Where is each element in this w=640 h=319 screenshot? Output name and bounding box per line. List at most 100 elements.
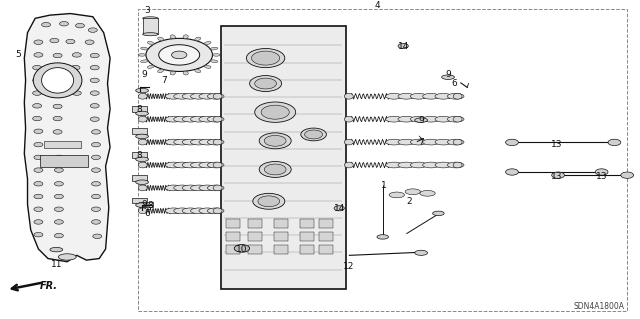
- Ellipse shape: [213, 139, 222, 145]
- Circle shape: [53, 130, 62, 134]
- Bar: [40, 155, 88, 167]
- Ellipse shape: [405, 189, 420, 195]
- Ellipse shape: [344, 162, 353, 168]
- Bar: [319, 232, 333, 241]
- Ellipse shape: [415, 118, 428, 122]
- Ellipse shape: [398, 162, 415, 168]
- Ellipse shape: [138, 139, 147, 145]
- Ellipse shape: [182, 162, 199, 168]
- Bar: [300, 232, 314, 241]
- Text: 13: 13: [551, 140, 563, 149]
- Ellipse shape: [173, 185, 190, 191]
- Bar: [274, 245, 288, 254]
- Text: 8: 8: [148, 201, 153, 210]
- Circle shape: [33, 65, 42, 70]
- Ellipse shape: [447, 162, 464, 168]
- Circle shape: [259, 133, 291, 149]
- Bar: [132, 175, 147, 181]
- Ellipse shape: [191, 93, 207, 99]
- Ellipse shape: [191, 116, 207, 122]
- Circle shape: [259, 161, 291, 177]
- Circle shape: [42, 22, 51, 27]
- Text: 10: 10: [236, 245, 248, 254]
- Circle shape: [52, 65, 61, 70]
- Circle shape: [54, 168, 63, 172]
- Circle shape: [34, 168, 43, 172]
- Ellipse shape: [398, 116, 415, 122]
- Ellipse shape: [213, 93, 222, 99]
- Text: 13: 13: [551, 172, 563, 181]
- Ellipse shape: [207, 139, 224, 145]
- Bar: [132, 129, 147, 134]
- Ellipse shape: [173, 208, 190, 214]
- Ellipse shape: [199, 139, 216, 145]
- Circle shape: [172, 51, 187, 59]
- Ellipse shape: [389, 192, 404, 198]
- Circle shape: [146, 38, 212, 71]
- Bar: [132, 198, 147, 204]
- Circle shape: [252, 51, 280, 65]
- Text: 4: 4: [375, 1, 380, 10]
- Bar: [274, 219, 288, 228]
- Ellipse shape: [410, 93, 427, 99]
- Ellipse shape: [213, 162, 222, 168]
- Polygon shape: [24, 13, 110, 262]
- Ellipse shape: [136, 157, 148, 161]
- Ellipse shape: [183, 71, 188, 75]
- Ellipse shape: [204, 41, 211, 45]
- Ellipse shape: [420, 190, 435, 196]
- Circle shape: [33, 91, 42, 95]
- Text: 8: 8: [137, 105, 142, 114]
- Ellipse shape: [506, 139, 518, 145]
- Ellipse shape: [213, 116, 222, 122]
- Ellipse shape: [398, 139, 415, 145]
- Ellipse shape: [410, 139, 427, 145]
- Ellipse shape: [422, 139, 439, 145]
- Bar: [226, 245, 240, 254]
- Bar: [319, 219, 333, 228]
- Text: 6: 6: [452, 79, 457, 88]
- Text: 9: 9: [141, 200, 147, 209]
- Ellipse shape: [141, 47, 148, 50]
- Ellipse shape: [170, 71, 175, 75]
- Text: 9: 9: [419, 115, 424, 125]
- Ellipse shape: [207, 208, 224, 214]
- Ellipse shape: [165, 185, 182, 191]
- Circle shape: [34, 182, 43, 186]
- Ellipse shape: [447, 93, 464, 99]
- Ellipse shape: [157, 37, 164, 41]
- Circle shape: [54, 155, 63, 160]
- Ellipse shape: [195, 69, 201, 73]
- Text: 1: 1: [381, 182, 387, 190]
- Ellipse shape: [182, 116, 199, 122]
- Ellipse shape: [386, 162, 403, 168]
- Text: 9: 9: [445, 70, 451, 79]
- Ellipse shape: [211, 60, 218, 63]
- Ellipse shape: [453, 93, 462, 99]
- Ellipse shape: [410, 162, 427, 168]
- Ellipse shape: [143, 17, 158, 20]
- Ellipse shape: [344, 139, 353, 145]
- Ellipse shape: [447, 139, 464, 145]
- Ellipse shape: [213, 185, 222, 191]
- Text: 2: 2: [407, 197, 412, 206]
- Circle shape: [159, 45, 200, 65]
- Ellipse shape: [165, 208, 182, 214]
- Circle shape: [88, 28, 97, 32]
- Circle shape: [92, 168, 100, 172]
- Ellipse shape: [183, 35, 188, 39]
- Bar: [221, 26, 346, 289]
- Ellipse shape: [207, 185, 224, 191]
- Circle shape: [52, 91, 61, 95]
- Circle shape: [60, 21, 68, 26]
- Bar: [226, 232, 240, 241]
- Circle shape: [53, 104, 62, 109]
- Circle shape: [255, 78, 276, 89]
- Ellipse shape: [170, 35, 175, 39]
- Ellipse shape: [506, 169, 518, 175]
- Circle shape: [264, 164, 286, 175]
- Text: FR.: FR.: [40, 281, 58, 291]
- Ellipse shape: [199, 93, 216, 99]
- Circle shape: [54, 220, 63, 224]
- Text: 7: 7: [419, 138, 424, 147]
